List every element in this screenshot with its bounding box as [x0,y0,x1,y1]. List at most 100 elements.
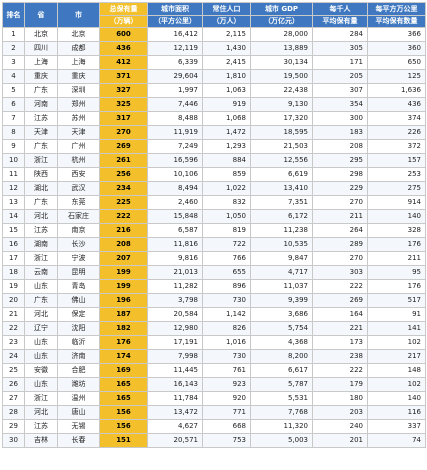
cell-area: 7,446 [147,97,203,112]
table-row: 29 江苏 无锡 156 4,627 668 11,320 240 337 [2,419,426,434]
table-row: 21 河北 保定 187 20,584 1,142 3,686 164 91 [2,307,426,322]
cell-population: 859 [202,167,251,182]
header-per-area-unit: 平均保有数量 [367,15,426,28]
cell-population: 1,063 [202,83,251,98]
cell-gdp: 4,368 [250,335,313,350]
cell-city: 济南 [57,349,100,364]
cell-population: 884 [202,153,251,168]
table-row: 9 广东 广州 269 7,249 1,293 21,503 208 372 [2,139,426,154]
table-row: 10 浙江 杭州 261 16,596 884 12,556 295 157 [2,153,426,168]
cell-population: 1,430 [202,41,251,56]
cell-cars: 261 [99,153,148,168]
cell-gdp: 9,130 [250,97,313,112]
cell-population: 1,293 [202,139,251,154]
cell-rank: 24 [2,349,25,364]
cell-area: 21,013 [147,265,203,280]
table-row: 25 安徽 合肥 169 11,445 761 6,617 222 148 [2,363,426,378]
cell-rank: 11 [2,167,25,182]
cell-area: 8,488 [147,111,203,126]
cell-province: 上海 [24,55,58,70]
header-area[interactable]: 城市面积 [147,2,203,16]
cell-gdp: 21,503 [250,139,313,154]
cell-cars: 156 [99,419,148,434]
cell-population: 1,016 [202,335,251,350]
cell-cars: 182 [99,321,148,336]
cell-area: 3,798 [147,293,203,308]
cell-per-area: 1,636 [367,83,426,98]
header-per-area[interactable]: 每平方万公里 [367,2,426,16]
cell-city: 深圳 [57,83,100,98]
table-row: 17 浙江 宁波 207 9,816 766 9,847 270 211 [2,251,426,266]
cell-cars: 256 [99,167,148,182]
header-gdp[interactable]: 城市 GDP [250,2,313,16]
cell-city: 上海 [57,55,100,70]
cell-per-thousand: 221 [312,321,368,336]
cell-gdp: 12,556 [250,153,313,168]
cell-cars: 196 [99,293,148,308]
cell-area: 17,191 [147,335,203,350]
cell-per-thousand: 229 [312,181,368,196]
cell-area: 20,571 [147,433,203,448]
cell-per-thousand: 284 [312,27,368,42]
cell-cars: 165 [99,391,148,406]
cell-per-area: 211 [367,251,426,266]
cell-rank: 16 [2,237,25,252]
cell-city: 苏州 [57,111,100,126]
header-per-thousand[interactable]: 每千人 [312,2,368,16]
cell-rank: 4 [2,69,25,84]
cell-area: 10,106 [147,167,203,182]
header-city[interactable]: 市 [57,2,100,28]
header-province[interactable]: 省 [24,2,58,28]
cell-per-area: 140 [367,209,426,224]
cell-gdp: 5,531 [250,391,313,406]
cell-rank: 17 [2,251,25,266]
cell-area: 16,412 [147,27,203,42]
cell-per-thousand: 208 [312,139,368,154]
header-population[interactable]: 常住人口 [202,2,251,16]
cell-population: 826 [202,321,251,336]
header-cars[interactable]: 总保有量 [99,2,148,16]
cell-cars: 327 [99,83,148,98]
table-row: 22 辽宁 沈阳 182 12,980 826 5,754 221 141 [2,321,426,336]
cell-rank: 10 [2,153,25,168]
cell-per-thousand: 205 [312,69,368,84]
header-rank[interactable]: 排名 [2,2,25,28]
table-row: 16 湖南 长沙 208 11,816 722 10,535 289 176 [2,237,426,252]
table-row: 13 广东 东莞 225 2,460 832 7,351 270 914 [2,195,426,210]
cell-province: 江苏 [24,419,58,434]
cell-city: 北京 [57,27,100,42]
cell-city: 南京 [57,223,100,238]
cell-province: 重庆 [24,69,58,84]
cell-population: 771 [202,405,251,420]
cell-gdp: 7,351 [250,195,313,210]
cell-per-thousand: 307 [312,83,368,98]
cell-per-area: 102 [367,377,426,392]
cell-province: 广东 [24,139,58,154]
cell-city: 石家庄 [57,209,100,224]
cell-cars: 371 [99,69,148,84]
cell-per-thousand: 298 [312,167,368,182]
cell-per-thousand: 201 [312,433,368,448]
table-row: 6 河南 郑州 325 7,446 919 9,130 354 436 [2,97,426,112]
cell-per-thousand: 289 [312,237,368,252]
cell-area: 6,339 [147,55,203,70]
cell-population: 761 [202,363,251,378]
cell-cars: 269 [99,139,148,154]
cell-rank: 5 [2,83,25,98]
cell-per-thousand: 264 [312,223,368,238]
cell-city: 重庆 [57,69,100,84]
cell-gdp: 5,787 [250,377,313,392]
cell-gdp: 28,000 [250,27,313,42]
cell-cars: 199 [99,265,148,280]
cell-area: 7,998 [147,349,203,364]
cell-city: 佛山 [57,293,100,308]
cell-gdp: 4,717 [250,265,313,280]
cell-area: 7,249 [147,139,203,154]
cell-population: 1,022 [202,181,251,196]
cell-rank: 23 [2,335,25,350]
cell-area: 2,460 [147,195,203,210]
cell-population: 730 [202,349,251,364]
cell-area: 9,816 [147,251,203,266]
cell-province: 云南 [24,265,58,280]
cell-per-thousand: 269 [312,293,368,308]
